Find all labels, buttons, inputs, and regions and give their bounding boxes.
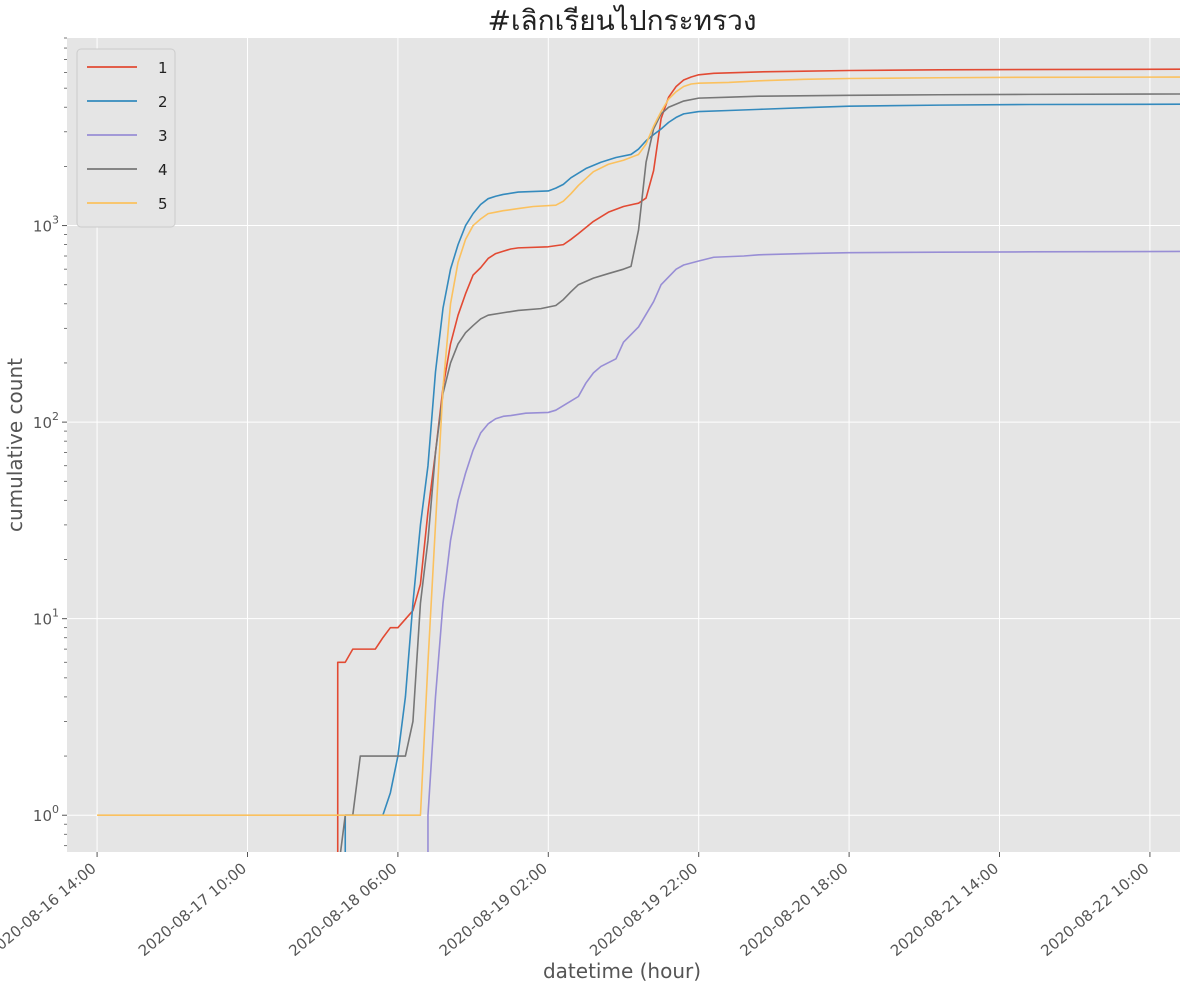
- y-tick-base: 10: [33, 414, 52, 432]
- series-line-4: [339, 93, 1180, 852]
- y-axis-title: cumulative count: [3, 358, 27, 532]
- y-tick-base: 10: [33, 611, 52, 629]
- plot-area: [67, 38, 1180, 852]
- series-line-1: [336, 68, 1180, 852]
- y-tick-label: 102: [33, 410, 59, 432]
- series-line-3: [427, 250, 1180, 852]
- legend: 1 2 3 4 5: [76, 48, 176, 228]
- legend-label-1: 1: [158, 59, 168, 77]
- legend-label-5: 5: [158, 195, 168, 213]
- legend-label-2: 2: [158, 93, 168, 111]
- chart-title: #เลิกเรียนไปกระทรวง: [487, 4, 756, 37]
- legend-box: [76, 48, 176, 228]
- y-tick-base: 10: [33, 218, 52, 236]
- y-tick-base: 10: [33, 807, 52, 825]
- y-tick-label: 100: [33, 803, 59, 825]
- y-tick-exponent: 1: [52, 607, 59, 620]
- series-line-5: [97, 76, 1180, 817]
- legend-label-4: 4: [158, 161, 168, 179]
- series-lines: [97, 68, 1180, 852]
- series-line-2: [344, 103, 1180, 852]
- legend-label-3: 3: [158, 127, 168, 145]
- grid: [67, 38, 1180, 852]
- y-tick-exponent: 3: [52, 214, 59, 227]
- x-axis-title: datetime (hour): [543, 959, 701, 983]
- y-tick-label: 103: [33, 214, 59, 236]
- y-tick-exponent: 2: [52, 410, 59, 423]
- y-tick-exponent: 0: [52, 803, 59, 816]
- y-tick-label: 101: [33, 607, 59, 629]
